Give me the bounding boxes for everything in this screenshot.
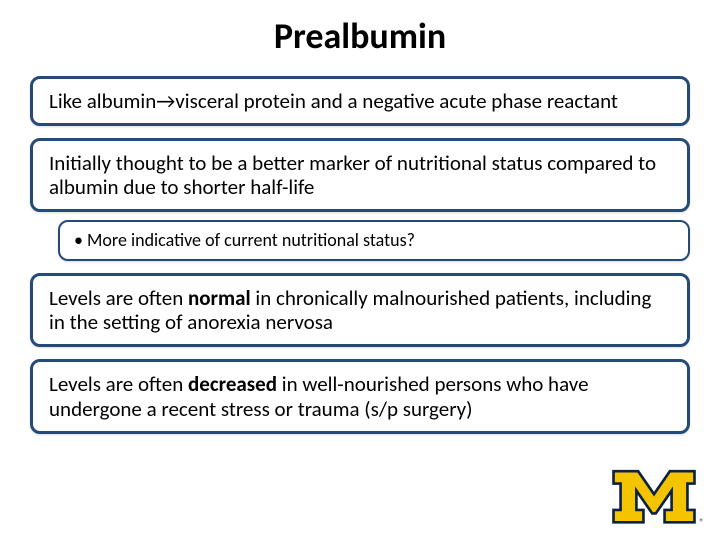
- page-title: Prealbumin: [30, 14, 690, 58]
- registered-mark: ®: [699, 517, 704, 528]
- card-2: Initially thought to be a better marker …: [30, 138, 690, 212]
- block-m-icon: [614, 471, 695, 522]
- card-4: Levels are often decreased in well-nouri…: [30, 359, 690, 433]
- card-2-sub: • More indicative of current nutritional…: [58, 220, 690, 261]
- card-1: Like albumin→visceral protein and a nega…: [30, 76, 690, 126]
- slide: Prealbumin Like albumin→visceral protein…: [0, 0, 720, 540]
- card-3: Levels are often normal in chronically m…: [30, 273, 690, 347]
- block-m-logo: ®: [610, 464, 698, 526]
